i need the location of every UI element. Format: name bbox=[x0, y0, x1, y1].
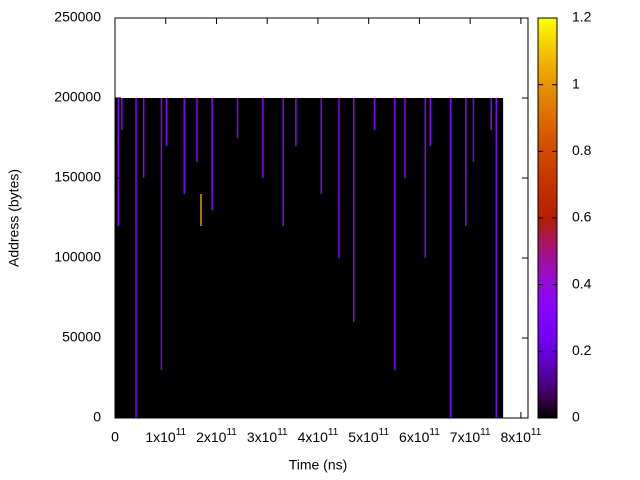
y-tick-label: 200000 bbox=[54, 89, 101, 105]
y-tick-label: 100000 bbox=[54, 249, 101, 265]
heatmap-streak bbox=[236, 98, 239, 138]
heatmap-streak bbox=[200, 194, 202, 226]
heatmap-streak bbox=[135, 98, 137, 418]
x-tick-label-exponent: 11 bbox=[531, 427, 542, 438]
x-tick-label-base: 5x10 bbox=[348, 429, 379, 445]
x-tick-label: 1x1011 bbox=[145, 427, 186, 445]
colorbar-tick-label: 0.8 bbox=[572, 142, 592, 158]
x-tick-label: 5x1011 bbox=[348, 427, 389, 445]
colorbar-tick-label: 1.2 bbox=[572, 9, 592, 25]
colorbar-tick-label: 0 bbox=[572, 409, 580, 425]
heatmap-streak bbox=[320, 98, 322, 194]
x-tick-label-base: 7x10 bbox=[450, 429, 481, 445]
heatmap-streak bbox=[121, 98, 123, 130]
x-tick-label-exponent: 11 bbox=[226, 427, 237, 438]
heatmap-streak bbox=[142, 98, 145, 178]
x-tick-label: 0 bbox=[111, 429, 119, 445]
heatmap-block bbox=[115, 98, 504, 418]
y-tick-label: 50000 bbox=[62, 329, 101, 345]
x-tick-label-exponent: 11 bbox=[277, 427, 288, 438]
x-tick-label: 7x1011 bbox=[450, 427, 491, 445]
x-tick-label-base: 8x10 bbox=[501, 429, 532, 445]
heatmap-streak bbox=[394, 98, 396, 370]
colorbar-tick-label: 0.6 bbox=[572, 209, 592, 225]
x-tick-label: 8x1011 bbox=[501, 427, 542, 445]
heatmap-streak bbox=[490, 98, 492, 130]
heatmap-streak bbox=[282, 98, 284, 226]
y-axis-label: Address (bytes) bbox=[6, 169, 22, 267]
colorbar-tick-label: 0.4 bbox=[572, 275, 592, 291]
x-tick-label-exponent: 11 bbox=[176, 427, 187, 438]
plot-frame bbox=[114, 17, 529, 419]
x-tick-label: 3x1011 bbox=[247, 427, 288, 445]
y-tick-label: 0 bbox=[93, 409, 101, 425]
x-tick-label-base: 4x10 bbox=[298, 429, 329, 445]
heatmap-streak bbox=[165, 98, 168, 146]
x-tick-label: 2x1011 bbox=[196, 427, 237, 445]
heatmap-streak bbox=[429, 98, 432, 146]
x-tick-label-exponent: 11 bbox=[379, 427, 390, 438]
heatmap-streak bbox=[183, 98, 185, 194]
heatmap-streak bbox=[404, 98, 406, 178]
colorbar-tick-label: 0.2 bbox=[572, 342, 592, 358]
x-tick-label-exponent: 11 bbox=[429, 427, 440, 438]
heatmap-streak bbox=[211, 98, 213, 210]
heatmap-streak bbox=[465, 98, 467, 226]
heatmap-streak bbox=[295, 98, 297, 146]
heatmap-streak bbox=[424, 98, 426, 258]
x-axis-label: Time (ns) bbox=[289, 457, 348, 473]
x-tick-label-exponent: 11 bbox=[480, 427, 491, 438]
heatmap-streak bbox=[472, 98, 475, 162]
heatmap-streak bbox=[262, 98, 264, 178]
heatmap-streak bbox=[160, 98, 163, 370]
x-tick-label-base: 1x10 bbox=[145, 429, 176, 445]
heatmap-streak bbox=[117, 98, 120, 226]
x-tick-label: 6x1011 bbox=[399, 427, 440, 445]
x-tick-label-base: 6x10 bbox=[399, 429, 430, 445]
colorbar-tick-label: 1 bbox=[572, 75, 580, 91]
x-tick-label-base: 2x10 bbox=[196, 429, 227, 445]
y-tick-label: 250000 bbox=[54, 9, 101, 25]
heatmap-streak bbox=[196, 98, 198, 162]
heatmap-streak bbox=[495, 98, 498, 418]
heatmap-streak bbox=[373, 98, 376, 130]
heatmap-streak bbox=[352, 98, 355, 322]
y-tick-label: 150000 bbox=[54, 169, 101, 185]
x-tick-label-exponent: 11 bbox=[328, 427, 339, 438]
heatmap-streak bbox=[338, 98, 340, 258]
heatmap-streak bbox=[449, 98, 452, 418]
x-tick-label-base: 3x10 bbox=[247, 429, 278, 445]
x-tick-label: 4x1011 bbox=[298, 427, 339, 445]
